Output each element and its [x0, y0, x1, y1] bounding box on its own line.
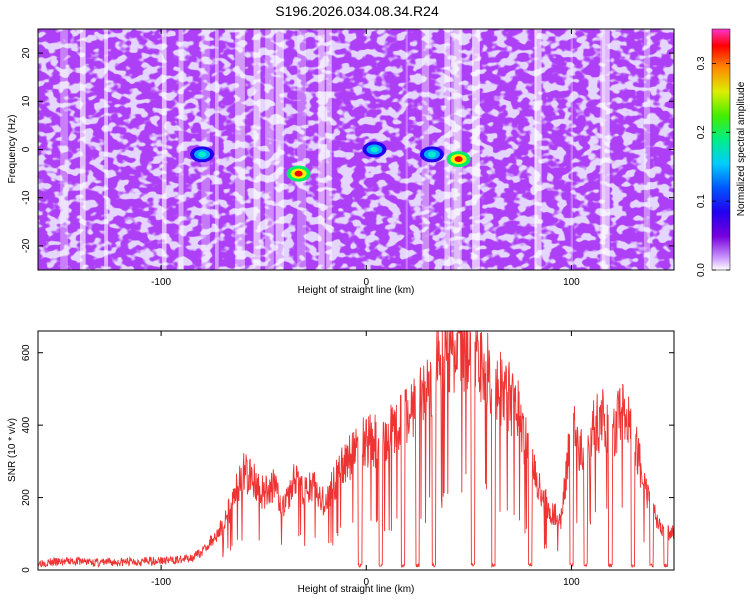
heatmap-x-ticks: -100 0 100 — [151, 29, 580, 288]
x-tick-label: -100 — [151, 577, 171, 588]
y-tick-label: -10 — [21, 190, 32, 205]
y-tick-label: 10 — [21, 95, 32, 107]
snr-y-ticks: 0 200 400 600 — [21, 344, 674, 573]
heatmap-hot-spot — [190, 146, 215, 163]
heatmap-stripe — [318, 29, 325, 270]
heatmap-stripe — [79, 29, 86, 270]
heatmap-stripe — [405, 29, 408, 270]
heatmap-stripe — [472, 29, 480, 270]
heatmap-stripes — [60, 29, 651, 270]
colorbar-tick-label: 0.3 — [696, 56, 707, 70]
heatmap-stripe — [161, 29, 167, 270]
x-tick-label: 0 — [363, 277, 369, 288]
colorbar-tick-label: 0.1 — [696, 194, 707, 208]
heatmap-stripe — [643, 29, 651, 270]
y-tick-label: 20 — [21, 47, 32, 59]
y-tick-label: 600 — [21, 344, 32, 361]
x-tick-label: 100 — [563, 277, 580, 288]
heatmap-stripe — [265, 29, 274, 270]
y-tick-label: 0 — [21, 146, 32, 152]
y-tick-label: 0 — [21, 567, 32, 573]
heatmap-stripe — [570, 29, 573, 270]
heatmap-hot-spot — [286, 165, 311, 182]
x-tick-label: -100 — [151, 277, 171, 288]
heatmap-stripe — [451, 29, 461, 270]
heatmap-stripe — [534, 29, 542, 270]
heatmap-stripe — [215, 29, 219, 270]
snr-frame — [37, 330, 675, 571]
x-tick-label: 0 — [363, 577, 369, 588]
heatmap-stripe — [599, 29, 606, 270]
snr-x-ticks: -100 0 100 — [151, 331, 580, 588]
heatmap-stripe — [297, 29, 307, 270]
snr-series-line — [38, 331, 674, 569]
heatmap-stripe — [275, 29, 284, 270]
colorbar-ticks: 0.0 0.1 0.2 0.3 — [696, 56, 730, 277]
colorbar-label: Normalized spectral amplitude — [736, 81, 747, 216]
heatmap-stripe — [235, 29, 245, 270]
heatmap-x-label: Height of straight line (km) — [298, 285, 415, 296]
heatmap-y-ticks: -20 -10 0 10 20 — [21, 47, 674, 253]
heatmap-hot-spot — [362, 141, 387, 158]
figure-title: S196.2026.034.08.34.R24 — [275, 3, 439, 19]
snr-y-label: SNR (10 * v/v) — [7, 418, 18, 482]
heatmap-hot-spots — [190, 141, 471, 182]
heatmap-hot-spot — [446, 151, 471, 168]
colorbar: 0.0 0.1 0.2 0.3 Normalized spectral amplitu… — [696, 28, 747, 277]
heatmap-blob-texture — [38, 29, 674, 270]
snr-x-label: Height of straight line (km) — [298, 584, 415, 595]
colorbar-tick-label: 0.0 — [696, 263, 707, 277]
heatmap-stripe — [601, 29, 610, 270]
heatmap-stripe — [178, 29, 184, 270]
heatmap-hot-spot — [419, 146, 444, 163]
heatmap-y-label: Frequency (Hz) — [7, 115, 18, 184]
y-tick-label: 200 — [21, 489, 32, 506]
heatmap-stripe — [253, 29, 261, 270]
colorbar-tick-label: 0.2 — [696, 125, 707, 139]
y-tick-label: -20 — [21, 238, 32, 253]
x-tick-label: 100 — [563, 577, 580, 588]
heatmap-stripe — [326, 29, 332, 270]
heatmap-stripe — [60, 29, 68, 270]
y-tick-label: 400 — [21, 416, 32, 433]
snr-panel: -100 0 100 0 200 400 600 Height of straight l… — [7, 330, 675, 595]
heatmap-stripe — [454, 29, 462, 270]
heatmap-stripe — [444, 29, 451, 270]
heatmap-stripe — [104, 29, 109, 270]
colorbar-scale — [712, 29, 730, 270]
colorbar-frame — [711, 28, 731, 271]
